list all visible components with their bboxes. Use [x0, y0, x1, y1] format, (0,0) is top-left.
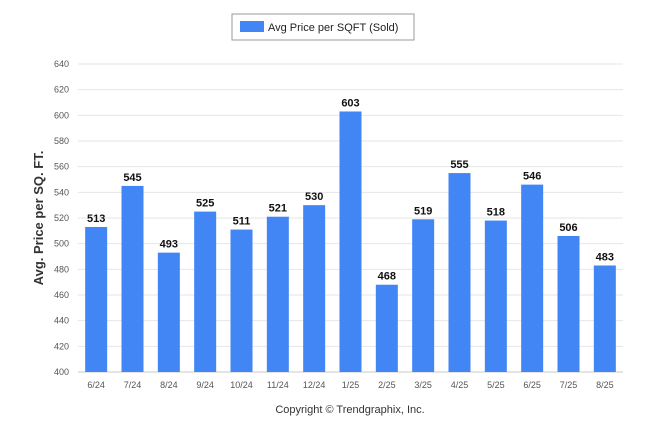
data-label: 546 — [523, 171, 541, 183]
data-label: 513 — [87, 213, 105, 225]
x-tick-label: 8/25 — [596, 380, 614, 390]
bar — [375, 284, 398, 372]
x-tick-label: 2/25 — [378, 380, 396, 390]
y-tick-label: 600 — [54, 110, 69, 120]
copyright-text: Copyright © Trendgraphix, Inc. — [275, 404, 424, 416]
y-tick-label: 580 — [54, 136, 69, 146]
x-tick-label: 7/24 — [124, 380, 142, 390]
x-tick-label: 12/24 — [303, 380, 326, 390]
data-label: 555 — [450, 159, 468, 171]
bar — [230, 229, 253, 372]
bar — [266, 216, 289, 372]
data-label: 493 — [160, 239, 178, 251]
data-label: 545 — [123, 172, 141, 184]
bar — [557, 235, 580, 372]
y-tick-label: 520 — [54, 213, 69, 223]
bar — [448, 173, 471, 372]
legend-label: Avg Price per SQFT (Sold) — [268, 22, 398, 34]
y-tick-label: 420 — [54, 341, 69, 351]
y-axis-ticks: 400 420 440 460 480 500 520 540 560 580 600 620 640 — [54, 59, 69, 377]
data-label: 521 — [269, 203, 287, 215]
data-label: 511 — [233, 216, 251, 228]
data-label: 525 — [196, 198, 214, 210]
y-tick-label: 480 — [54, 264, 69, 274]
data-label: 519 — [414, 205, 432, 217]
y-tick-label: 620 — [54, 85, 69, 95]
x-tick-label: 8/24 — [160, 380, 178, 390]
legend: Avg Price per SQFT (Sold) — [231, 13, 415, 41]
x-tick-label: 6/25 — [523, 380, 541, 390]
data-label: 506 — [559, 222, 577, 234]
x-tick-label: 6/24 — [87, 380, 105, 390]
data-labels: 513 545 493 525 511 521 530 603 468 519 555 518 546 5… — [87, 97, 614, 282]
bar — [484, 220, 507, 372]
x-tick-label: 9/24 — [196, 380, 214, 390]
y-axis-label: Avg. Price per SQ. FT. — [31, 151, 46, 286]
data-label: 603 — [341, 97, 359, 109]
x-axis-ticks: 6/24 7/24 8/24 9/24 10/24 11/24 12/24 1/25 2/25 3… — [87, 380, 613, 390]
bar — [85, 226, 108, 372]
x-tick-label: 5/25 — [487, 380, 505, 390]
bar — [121, 185, 144, 372]
bars — [85, 111, 616, 372]
y-tick-label: 460 — [54, 290, 69, 300]
x-tick-label: 11/24 — [267, 380, 289, 390]
y-tick-label: 540 — [54, 187, 69, 197]
y-tick-label: 640 — [54, 59, 69, 69]
y-tick-label: 500 — [54, 239, 69, 249]
x-tick-label: 4/25 — [451, 380, 469, 390]
data-label: 483 — [596, 251, 614, 263]
data-label: 468 — [378, 271, 396, 283]
bar — [157, 252, 180, 372]
legend-swatch — [240, 21, 264, 32]
y-tick-label: 440 — [54, 316, 69, 326]
bar — [303, 205, 326, 372]
bar — [412, 219, 435, 372]
bar — [593, 265, 616, 372]
data-label: 530 — [305, 191, 323, 203]
x-tick-label: 10/24 — [230, 380, 253, 390]
data-label: 518 — [487, 207, 505, 219]
x-tick-label: 1/25 — [342, 380, 360, 390]
y-tick-label: 400 — [54, 367, 69, 377]
bar — [521, 184, 544, 372]
bar — [339, 111, 362, 372]
bar — [194, 211, 217, 372]
x-tick-label: 3/25 — [414, 380, 432, 390]
y-tick-label: 560 — [54, 162, 69, 172]
x-tick-label: 7/25 — [560, 380, 578, 390]
